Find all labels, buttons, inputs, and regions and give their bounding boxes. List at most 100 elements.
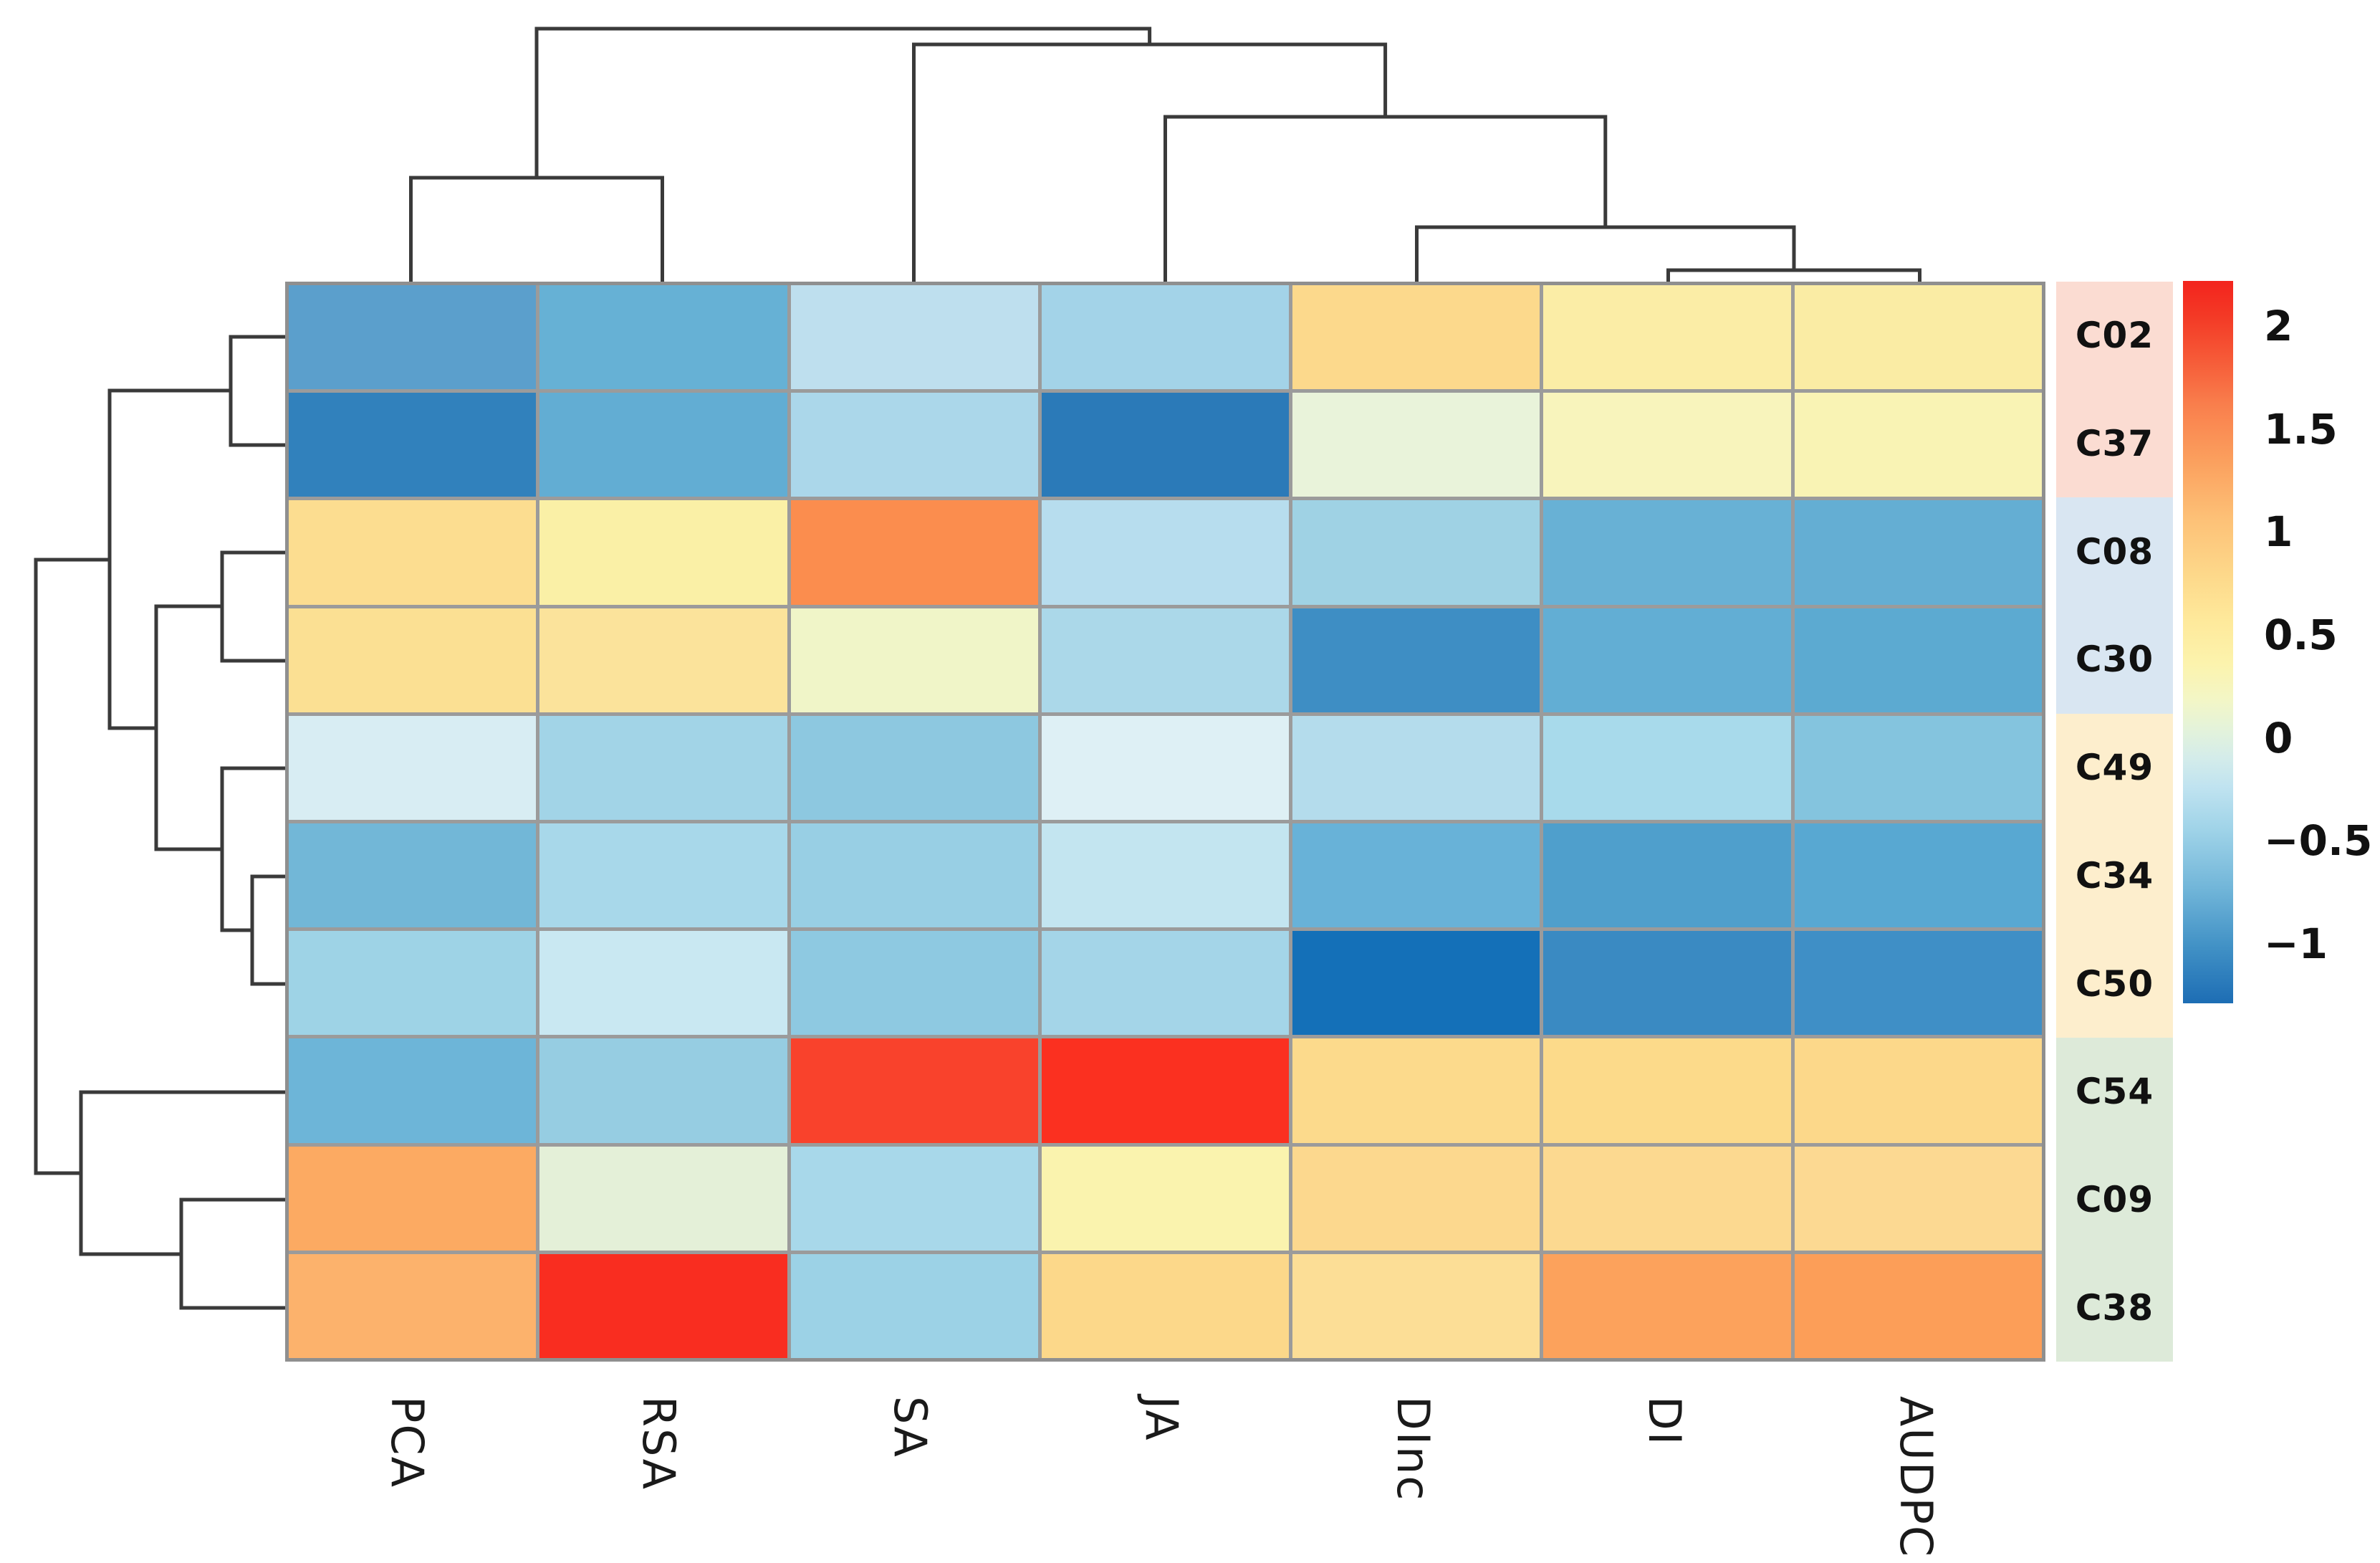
heatmap-cell-C38-DInc bbox=[1292, 1253, 1540, 1358]
row-group-block-3 bbox=[2056, 713, 2173, 1038]
heatmap-cell-C09-DInc bbox=[1292, 1146, 1540, 1251]
heatmap-cell-C08-DI bbox=[1543, 500, 1791, 605]
column-label-AUDPC: AUDPC bbox=[1889, 1396, 1942, 1559]
heatmap-cell-C08-JA bbox=[1041, 500, 1290, 605]
dendrogram-link bbox=[229, 335, 285, 447]
heatmap-cell-C34-JA bbox=[1041, 823, 1290, 928]
heatmap-cell-C37-DI bbox=[1543, 393, 1791, 497]
heatmap-cell-C30-DInc bbox=[1292, 608, 1540, 712]
column-dendrogram bbox=[409, 27, 1921, 283]
column-label-DInc: DInc bbox=[1386, 1396, 1439, 1502]
heatmap-cell-C50-RSA bbox=[539, 931, 787, 1036]
row-annotation-strip bbox=[2056, 282, 2173, 1362]
heatmap-cell-C49-DI bbox=[1543, 715, 1791, 820]
dendrogram-link bbox=[34, 558, 110, 1175]
heatmap-cell-C37-RSA bbox=[539, 393, 787, 497]
heatmap-cell-C37-DInc bbox=[1292, 393, 1540, 497]
row-group-block-4 bbox=[2056, 1037, 2173, 1362]
heatmap-cell-C49-SA bbox=[790, 715, 1038, 820]
heatmap-cell-C09-SA bbox=[790, 1146, 1038, 1251]
heatmap-cell-C30-AUDPC bbox=[1794, 608, 2042, 712]
heatmap-cell-C54-JA bbox=[1041, 1038, 1290, 1143]
heatmap-cell-C38-DI bbox=[1543, 1253, 1791, 1358]
heatmap-cell-C38-RSA bbox=[539, 1253, 787, 1358]
row-label-C09: C09 bbox=[2075, 1178, 2154, 1220]
heatmap-cell-C08-RSA bbox=[539, 500, 787, 605]
column-label-PCA: PCA bbox=[380, 1396, 433, 1489]
heatmap-cell-C09-DI bbox=[1543, 1146, 1791, 1251]
heatmap-grid bbox=[285, 282, 2045, 1362]
dendrogram-link bbox=[912, 42, 1388, 283]
heatmap-cell-C49-DInc bbox=[1292, 715, 1540, 820]
row-label-C02: C02 bbox=[2075, 315, 2154, 357]
heatmap-cell-C30-JA bbox=[1041, 608, 1290, 712]
colorbar bbox=[2183, 281, 2233, 1003]
heatmap-cell-C49-JA bbox=[1041, 715, 1290, 820]
heatmap-cell-C50-PCA bbox=[289, 931, 537, 1036]
heatmap-cell-C38-PCA bbox=[289, 1253, 537, 1358]
heatmap-cell-C09-JA bbox=[1041, 1146, 1290, 1251]
heatmap-cell-C34-SA bbox=[790, 823, 1038, 928]
row-label-C54: C54 bbox=[2075, 1071, 2154, 1113]
heatmap-cell-C08-AUDPC bbox=[1794, 500, 2042, 605]
heatmap-cell-C50-SA bbox=[790, 931, 1038, 1036]
dendrogram-link bbox=[154, 604, 222, 851]
colorbar-tick-1.5: 1.5 bbox=[2264, 404, 2338, 454]
heatmap-cell-C09-PCA bbox=[289, 1146, 537, 1251]
heatmap-cell-C37-PCA bbox=[289, 393, 537, 497]
dendrogram-link bbox=[1163, 115, 1608, 283]
heatmap-cell-C38-JA bbox=[1041, 1253, 1290, 1358]
dendrogram-link bbox=[409, 176, 664, 283]
heatmap-cell-C50-DInc bbox=[1292, 931, 1540, 1036]
heatmap-cell-C30-RSA bbox=[539, 608, 787, 712]
heatmap-cell-C34-DInc bbox=[1292, 823, 1540, 928]
heatmap-cell-C37-SA bbox=[790, 393, 1038, 497]
row-label-C30: C30 bbox=[2075, 639, 2154, 681]
heatmap-cell-C02-DInc bbox=[1292, 285, 1540, 390]
dendrogram-link bbox=[1666, 268, 1921, 283]
dendrogram-link bbox=[250, 874, 285, 986]
dendrogram-link bbox=[107, 388, 231, 730]
heatmap-cell-C49-AUDPC bbox=[1794, 715, 2042, 820]
heatmap-cell-C50-AUDPC bbox=[1794, 931, 2042, 1036]
row-label-C08: C08 bbox=[2075, 530, 2154, 573]
heatmap-cell-C09-RSA bbox=[539, 1146, 787, 1251]
row-label-C49: C49 bbox=[2075, 747, 2154, 789]
heatmap-cell-C02-PCA bbox=[289, 285, 537, 390]
heatmap-cell-C38-AUDPC bbox=[1794, 1253, 2042, 1358]
heatmap-cell-C54-DI bbox=[1543, 1038, 1791, 1143]
colorbar-tick-0.5: 0.5 bbox=[2264, 610, 2338, 659]
heatmap-cell-C54-DInc bbox=[1292, 1038, 1540, 1143]
heatmap-cell-C34-RSA bbox=[539, 823, 787, 928]
heatmap-cell-C02-RSA bbox=[539, 285, 787, 390]
heatmap-cell-C30-PCA bbox=[289, 608, 537, 712]
row-label-C37: C37 bbox=[2075, 423, 2154, 465]
heatmap-cell-C09-AUDPC bbox=[1794, 1146, 2042, 1251]
column-label-SA: SA bbox=[883, 1396, 936, 1458]
heatmap-cell-C08-SA bbox=[790, 500, 1038, 605]
row-dendrogram bbox=[34, 335, 285, 1310]
row-group-block-1 bbox=[2056, 282, 2173, 498]
dendrogram-link bbox=[179, 1198, 285, 1310]
heatmap-cell-C34-DI bbox=[1543, 823, 1791, 928]
dendrogram-link bbox=[534, 27, 1152, 178]
heatmap-cell-C49-PCA bbox=[289, 715, 537, 820]
heatmap-cell-C08-DInc bbox=[1292, 500, 1540, 605]
row-label-C50: C50 bbox=[2075, 962, 2154, 1005]
row-label-C38: C38 bbox=[2075, 1286, 2154, 1329]
heatmap-cell-C34-AUDPC bbox=[1794, 823, 2042, 928]
colorbar-tick-0: 0 bbox=[2264, 713, 2293, 763]
dendrogram-link bbox=[220, 550, 285, 663]
dendrogram-link bbox=[1415, 225, 1796, 283]
heatmap-cell-C54-PCA bbox=[289, 1038, 537, 1143]
heatmap-cell-C02-SA bbox=[790, 285, 1038, 390]
colorbar-gradient bbox=[2183, 281, 2233, 1003]
column-label-RSA: RSA bbox=[632, 1396, 685, 1491]
colorbar-tick-1: 1 bbox=[2264, 507, 2293, 557]
column-label-DI: DI bbox=[1638, 1396, 1691, 1447]
colorbar-tick-−1: −1 bbox=[2264, 919, 2328, 968]
colorbar-tick-−0.5: −0.5 bbox=[2264, 816, 2373, 866]
heatmap-cell-C50-JA bbox=[1041, 931, 1290, 1036]
